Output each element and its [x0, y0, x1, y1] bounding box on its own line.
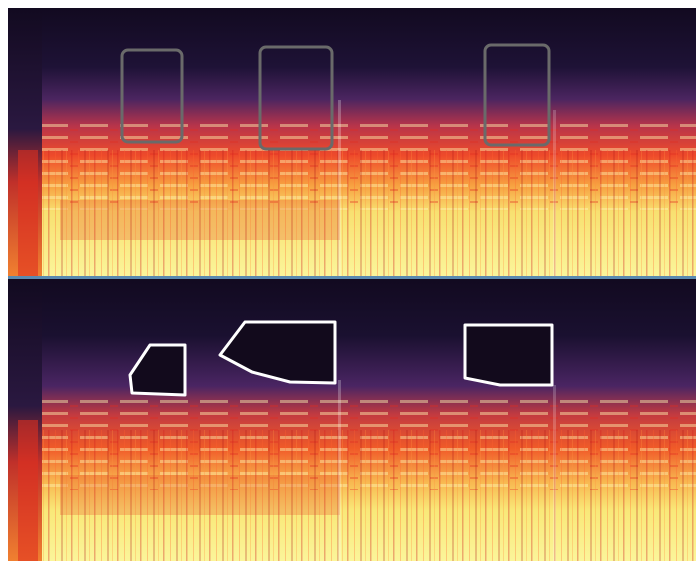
onset-line: [553, 385, 556, 561]
onset-line: [553, 110, 556, 276]
mid-band: [60, 200, 340, 240]
page-body: (() => { const data = JSON.parse(documen…: [0, 0, 696, 568]
top-spectrogram: [8, 8, 696, 276]
mid-band: [60, 475, 340, 515]
masked-region: [465, 325, 552, 385]
bottom-spectrogram: [8, 279, 696, 561]
onset-red: [18, 420, 38, 561]
onset-line: [338, 380, 341, 561]
panel-divider: [8, 276, 696, 279]
onset-line: [338, 100, 341, 276]
page: {} html, body { margin: 0; padding: 0; b…: [0, 0, 696, 568]
onset-red: [18, 150, 38, 276]
spectrogram-figure: [0, 0, 696, 568]
